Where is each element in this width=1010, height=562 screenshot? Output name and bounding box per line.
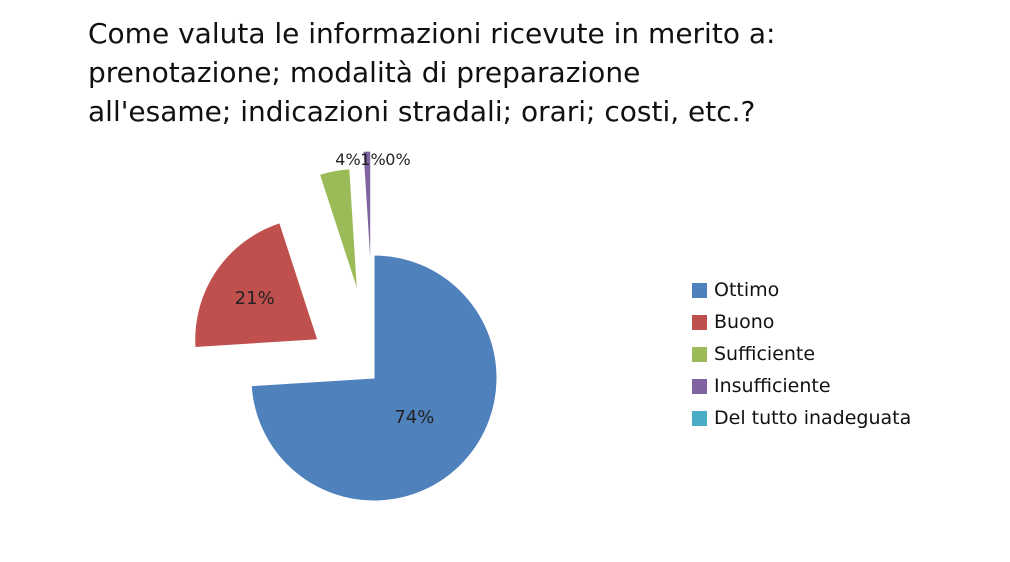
legend-label: Del tutto inadeguata	[714, 407, 912, 429]
legend-label: Buono	[714, 311, 775, 333]
pie-slices	[194, 150, 498, 502]
slice-sufficiente	[318, 168, 359, 292]
legend-item: Buono	[692, 306, 911, 338]
slice-ottimo	[250, 254, 498, 502]
legend-item: Insufficiente	[692, 370, 911, 402]
data-label-ottimo: 74%	[394, 407, 434, 428]
chart-title-line: prenotazione; modalità di preparazione	[88, 56, 641, 89]
data-label-buono: 21%	[235, 288, 275, 309]
slice-buono	[194, 222, 319, 349]
legend-swatch	[692, 282, 707, 298]
legend-item: Del tutto inadeguata	[692, 402, 911, 434]
legend-item: Sufficiente	[692, 338, 911, 370]
legend: Ottimo Buono Sufficiente Insufficiente Del t…	[692, 274, 911, 434]
slice-insufficiente	[362, 150, 372, 275]
chart-title-line: Come valuta le informazioni ricevute in …	[88, 17, 776, 50]
chart-title: Come valuta le informazioni ricevute in …	[88, 14, 908, 131]
legend-label: Ottimo	[714, 279, 780, 301]
legend-swatch	[692, 378, 707, 394]
legend-label: Insufficiente	[714, 375, 831, 397]
data-label-sufficiente: 4%	[335, 150, 360, 169]
legend-label: Sufficiente	[714, 343, 816, 365]
data-label-del-tutto-inadeguata: 0%	[385, 150, 410, 169]
chart-title-line: all'esame; indicazioni stradali; orari; …	[88, 95, 756, 128]
legend-swatch	[692, 346, 707, 362]
pie-data-labels: 74% 21% 4% 1% 0%	[235, 150, 435, 428]
legend-item: Ottimo	[692, 274, 911, 306]
legend-swatch	[692, 314, 707, 330]
data-label-insufficiente: 1%	[360, 150, 385, 169]
legend-swatch	[692, 410, 707, 426]
